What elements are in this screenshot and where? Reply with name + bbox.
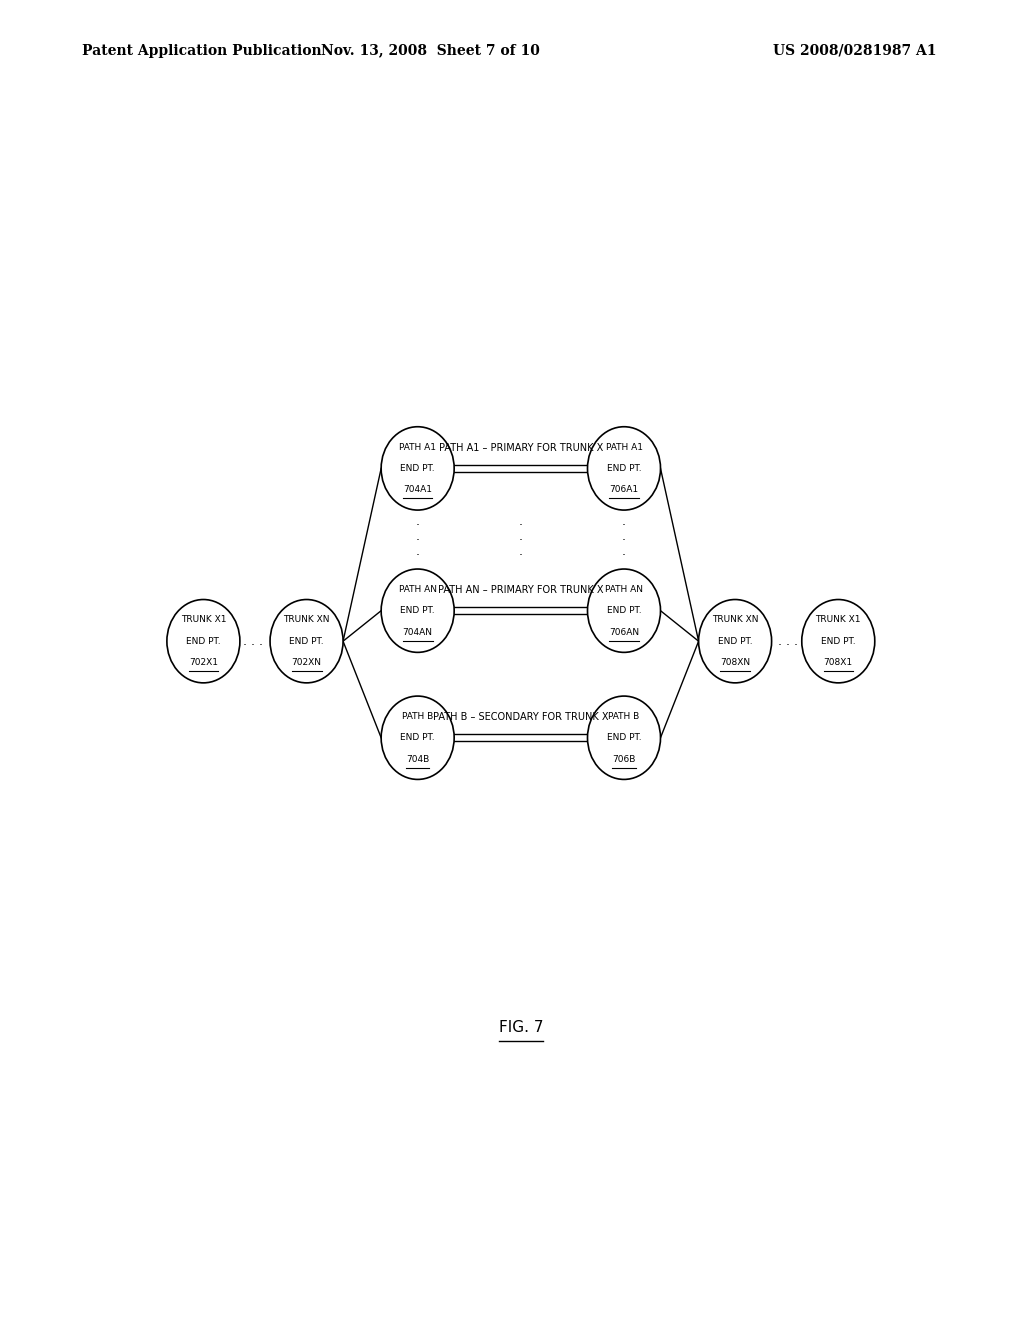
Ellipse shape [588,426,660,510]
Text: TRUNK X1: TRUNK X1 [180,615,226,624]
Text: END PT.: END PT. [606,606,641,615]
Text: END PT.: END PT. [821,636,856,645]
Text: PATH AN – PRIMARY FOR TRUNK X: PATH AN – PRIMARY FOR TRUNK X [438,585,603,595]
Text: END PT.: END PT. [718,636,753,645]
Text: PATH B – SECONDARY FOR TRUNK X: PATH B – SECONDARY FOR TRUNK X [433,713,608,722]
Text: . . .: . . . [244,635,263,648]
Text: TRUNK XN: TRUNK XN [284,615,330,624]
Text: PATH A1: PATH A1 [605,442,642,451]
Text: TRUNK X1: TRUNK X1 [815,615,861,624]
Text: TRUNK XN: TRUNK XN [712,615,759,624]
Text: Nov. 13, 2008  Sheet 7 of 10: Nov. 13, 2008 Sheet 7 of 10 [321,44,540,58]
Text: PATH AN: PATH AN [605,585,643,594]
Text: PATH A1 – PRIMARY FOR TRUNK X: PATH A1 – PRIMARY FOR TRUNK X [438,444,603,453]
Text: 704A1: 704A1 [403,486,432,494]
Ellipse shape [588,696,660,779]
Ellipse shape [588,569,660,652]
Text: END PT.: END PT. [186,636,221,645]
Text: FIG. 7: FIG. 7 [499,1020,543,1035]
Text: 708X1: 708X1 [823,659,853,667]
Text: 704B: 704B [407,755,429,763]
Text: END PT.: END PT. [400,463,435,473]
Text: 706B: 706B [612,755,636,763]
Text: END PT.: END PT. [606,733,641,742]
Ellipse shape [698,599,772,682]
Ellipse shape [270,599,343,682]
Text: END PT.: END PT. [606,463,641,473]
Ellipse shape [381,426,455,510]
Text: 702X1: 702X1 [188,659,218,667]
Ellipse shape [381,569,455,652]
Ellipse shape [802,599,874,682]
Text: PATH A1: PATH A1 [399,442,436,451]
Text: PATH AN: PATH AN [398,585,436,594]
Text: 708XN: 708XN [720,659,751,667]
Text: US 2008/0281987 A1: US 2008/0281987 A1 [773,44,937,58]
Text: 706AN: 706AN [609,627,639,636]
Text: 706A1: 706A1 [609,486,639,494]
Text: 702XN: 702XN [292,659,322,667]
Text: PATH B: PATH B [402,711,433,721]
Text: 704AN: 704AN [402,627,433,636]
Text: END PT.: END PT. [289,636,324,645]
Text: Patent Application Publication: Patent Application Publication [82,44,322,58]
Text: PATH B: PATH B [608,711,640,721]
Ellipse shape [167,599,240,682]
Ellipse shape [381,696,455,779]
Text: . . .: . . . [778,635,799,648]
Text: .
.
.: . . . [622,515,626,558]
Text: END PT.: END PT. [400,733,435,742]
Text: .
.
.: . . . [416,515,420,558]
Text: END PT.: END PT. [400,606,435,615]
Text: .
.
.: . . . [519,515,523,558]
